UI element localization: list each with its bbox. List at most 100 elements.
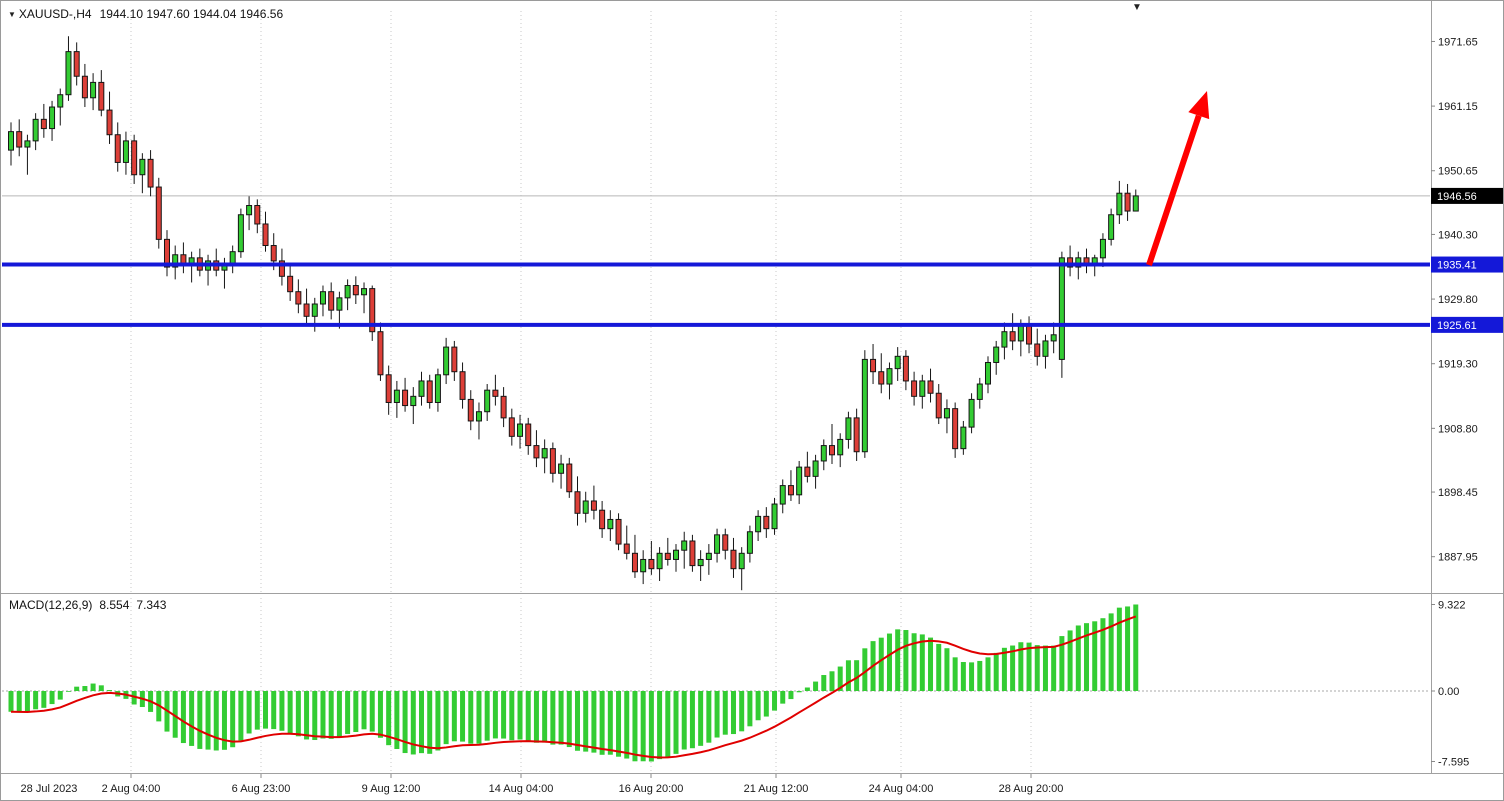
- macd-histogram-bar: [985, 657, 991, 691]
- candle-body-up: [393, 389, 400, 403]
- macd-histogram-bar: [279, 691, 285, 731]
- candle: [656, 547, 663, 581]
- candle: [623, 525, 630, 560]
- candle: [1050, 322, 1057, 354]
- candle: [993, 340, 1000, 375]
- level-price-tag-text: 1935.41: [1437, 260, 1477, 272]
- macd-histogram-bar: [501, 691, 507, 739]
- price-axis[interactable]: 1971.65 1961.15 1950.65 1940.30 1929.80 1919.…: [1431, 36, 1478, 768]
- candle: [492, 374, 499, 406]
- candle-body-up: [886, 368, 893, 385]
- candle-body-up: [894, 355, 901, 370]
- candle: [525, 417, 532, 455]
- macd-histogram-bar: [320, 691, 326, 739]
- candle-body-down: [295, 291, 302, 305]
- candle: [927, 368, 934, 403]
- candle: [163, 230, 170, 277]
- price-axis-label: 1929.80: [1438, 294, 1478, 306]
- symbol-timeframe-label: XAUUSD-,H4: [18, 7, 92, 21]
- macd-histogram-bar: [410, 691, 416, 755]
- macd-histogram-bar: [254, 691, 260, 730]
- candle-body-down: [927, 380, 934, 394]
- macd-name: MACD(12,26,9): [9, 598, 93, 612]
- candle: [1116, 180, 1123, 224]
- macd-histogram-bar: [796, 691, 802, 693]
- macd-histogram-bar: [1067, 630, 1073, 691]
- candle: [1083, 248, 1090, 274]
- macd-histogram-bar: [763, 691, 769, 717]
- macd-histogram-bar: [854, 660, 860, 691]
- candle: [410, 387, 417, 425]
- candle: [943, 399, 950, 434]
- candle: [287, 263, 294, 301]
- macd-histogram-bar: [443, 691, 449, 745]
- macd-axis-label: 9.322: [1438, 599, 1466, 611]
- candle-body-down: [287, 275, 294, 293]
- macd-axis-label: -7.595: [1438, 756, 1469, 768]
- macd-histogram-bar: [632, 691, 638, 762]
- candle: [1099, 233, 1106, 268]
- candle-body-up: [434, 374, 441, 403]
- candle: [755, 510, 762, 541]
- candle-body-down: [722, 534, 729, 551]
- candle: [155, 177, 162, 249]
- candle-body-up: [410, 395, 417, 407]
- macd-histogram-bar: [1010, 645, 1016, 691]
- candle-body-up: [24, 140, 31, 148]
- macd-histogram-bar: [205, 691, 211, 750]
- macd-histogram-bar: [919, 634, 925, 691]
- candle: [853, 408, 860, 461]
- candle-body-down: [590, 500, 597, 511]
- ohlc-readout: 1944.10 1947.60 1944.04 1946.56: [99, 7, 284, 21]
- candle: [295, 279, 302, 314]
- price-axis-label: 1950.65: [1438, 166, 1478, 178]
- macd-histogram-bar: [1034, 645, 1040, 691]
- macd-histogram-bar: [878, 637, 884, 691]
- candle-body-down: [459, 371, 466, 400]
- macd-histogram-bar: [928, 637, 934, 691]
- macd-indicator-label: MACD(12,26,9) 8.554 7.343: [9, 598, 173, 612]
- price-axis-label: 1940.30: [1438, 229, 1478, 241]
- candle-body-up: [771, 503, 778, 530]
- candle-body-up: [1050, 334, 1057, 342]
- macd-histogram-bar: [131, 691, 137, 705]
- candle-body-up: [1058, 257, 1065, 360]
- candle: [451, 340, 458, 381]
- candle-body-up: [246, 205, 253, 216]
- candle-body-down: [763, 515, 770, 530]
- macd-histogram-bar: [845, 660, 851, 691]
- candle-body-down: [114, 134, 121, 163]
- candle-body-up: [344, 285, 351, 299]
- candle-body-up: [968, 398, 975, 428]
- candle-body-up: [820, 445, 827, 462]
- macd-signal-value: 7.343: [136, 598, 167, 612]
- macd-histogram-bar: [1075, 625, 1081, 691]
- macd-histogram-bar: [673, 691, 679, 754]
- macd-histogram-bar: [558, 691, 564, 745]
- candle-body-down: [853, 417, 860, 453]
- macd-histogram-bar: [657, 691, 663, 760]
- candle-body-up: [705, 552, 712, 560]
- macd-histogram-bar: [747, 691, 753, 727]
- candle: [139, 153, 146, 194]
- time-axis[interactable]: 28 Jul 2023 2 Aug 04:00 6 Aug 23:00 9 Aug 1…: [21, 774, 1064, 795]
- candle: [648, 540, 655, 575]
- trend-arrow[interactable]: [1146, 114, 1202, 266]
- candle: [344, 279, 351, 311]
- macd-histogram-bar: [65, 691, 71, 692]
- macd-histogram-bar: [197, 691, 203, 749]
- symbol-dropdown-icon[interactable]: ▼: [8, 10, 16, 19]
- trend-arrow-head[interactable]: [1188, 91, 1210, 120]
- chart-shift-marker-icon[interactable]: ▼: [1132, 2, 1142, 13]
- candle-body-down: [689, 540, 696, 567]
- macd-histogram-bar: [886, 633, 892, 691]
- macd-histogram-bar: [1125, 606, 1131, 691]
- candle-body-up: [237, 214, 244, 253]
- candle-body-down: [1067, 257, 1074, 268]
- candle-body-down: [508, 417, 515, 437]
- macd-histogram-bar: [804, 687, 810, 691]
- candle-body-down: [467, 398, 474, 422]
- candle-body-up: [139, 158, 146, 176]
